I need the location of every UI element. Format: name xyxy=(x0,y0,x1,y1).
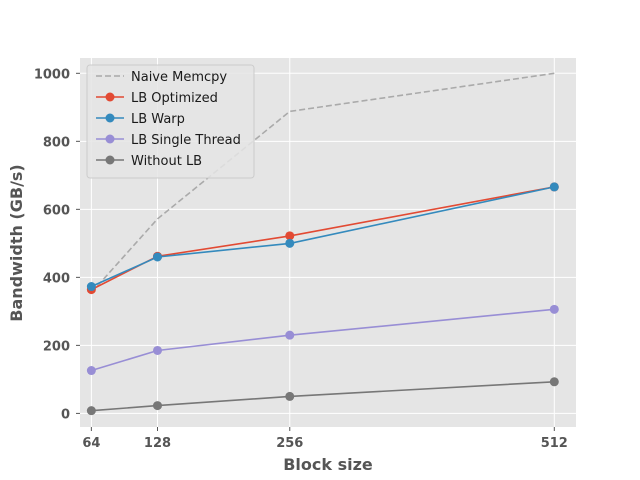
legend-label-lb-optimized: LB Optimized xyxy=(131,91,218,106)
legend-marker-without-lb xyxy=(105,155,115,165)
x-tick-label: 128 xyxy=(144,436,171,451)
x-axis-title: Block size xyxy=(283,455,373,474)
legend-marker-lb-single-thread xyxy=(105,134,115,144)
series-line-without-lb xyxy=(91,381,555,412)
data-point-without-lb xyxy=(153,401,162,411)
data-point-lb-warp xyxy=(153,252,162,262)
y-tick-label: 0 xyxy=(61,407,70,422)
x-axis-ticks: 64 128 256 512 xyxy=(82,427,568,451)
y-tick-label: 800 xyxy=(43,135,70,150)
data-point-without-lb xyxy=(285,391,295,401)
legend: Naive Memcpy LB Optimized LB Warp LB Single… xyxy=(86,64,255,179)
y-axis-title: Bandwidth (GB/s) xyxy=(7,164,26,321)
data-point-without-lb xyxy=(549,377,559,387)
x-tick-label: 256 xyxy=(276,436,303,451)
legend-marker-lb-warp xyxy=(105,113,115,123)
data-point-lb-single-thread xyxy=(285,330,295,340)
data-point-without-lb xyxy=(86,406,96,416)
y-tick-label: 400 xyxy=(43,271,70,286)
data-point-lb-single-thread xyxy=(86,366,96,376)
data-point-lb-warp xyxy=(549,182,559,192)
series-group xyxy=(86,72,559,416)
y-axis-ticks: 0 200 400 600 800 1000 xyxy=(34,67,80,422)
data-point-lb-optimized xyxy=(285,231,295,241)
series-line-lb-single-thread xyxy=(91,308,555,372)
y-tick-label: 600 xyxy=(43,203,70,218)
legend-marker-lb-optimized xyxy=(105,92,115,102)
legend-label-without-lb: Without LB xyxy=(131,154,202,169)
legend-label-lb-warp: LB Warp xyxy=(131,112,185,127)
legend-label-naive-memcpy: Naive Memcpy xyxy=(131,70,227,85)
x-tick-label: 512 xyxy=(541,436,568,451)
data-point-lb-single-thread xyxy=(153,345,162,355)
legend-label-lb-single-thread: LB Single Thread xyxy=(131,133,241,148)
x-tick-label: 64 xyxy=(82,436,100,451)
data-point-lb-single-thread xyxy=(549,304,559,314)
y-tick-label: 200 xyxy=(43,339,70,354)
y-tick-label: 1000 xyxy=(34,67,70,82)
series-line-lb-optimized xyxy=(91,186,555,291)
legend-box xyxy=(86,64,255,179)
data-point-lb-warp xyxy=(86,282,96,292)
data-point-lb-warp xyxy=(285,238,295,248)
series-line-lb-warp xyxy=(91,186,555,288)
